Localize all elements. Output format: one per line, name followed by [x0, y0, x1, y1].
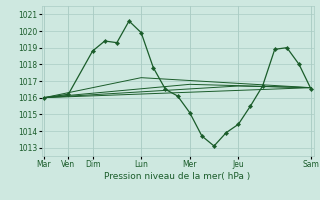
X-axis label: Pression niveau de la mer( hPa ): Pression niveau de la mer( hPa )	[104, 172, 251, 181]
